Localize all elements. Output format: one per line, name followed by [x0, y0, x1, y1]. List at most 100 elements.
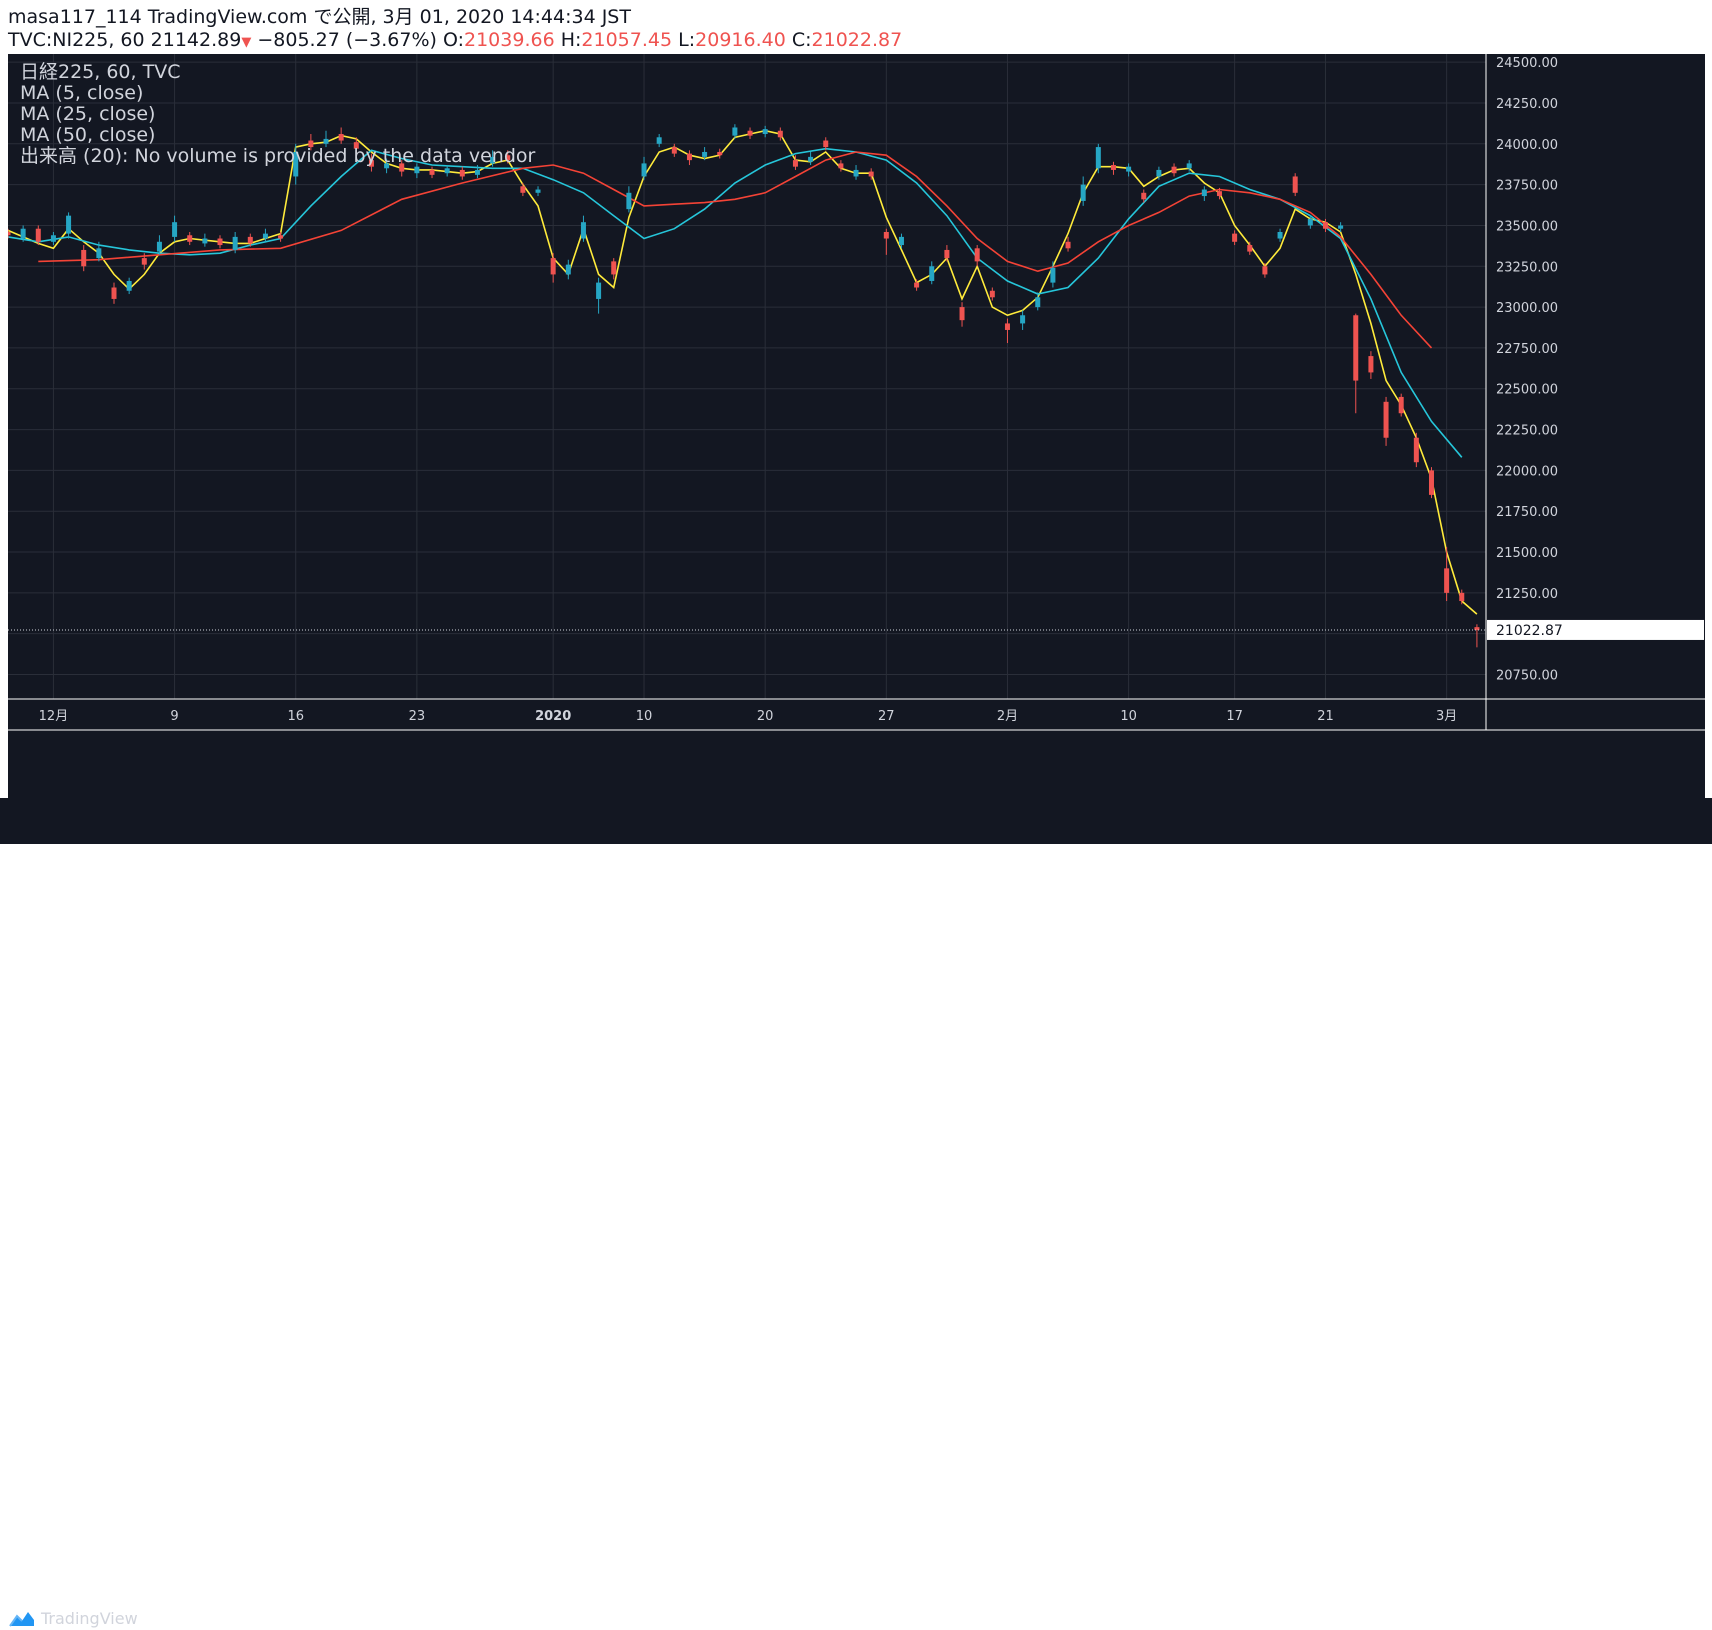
candle — [1186, 160, 1192, 172]
candle-body — [1398, 396, 1404, 414]
price-tick-label: 23750.00 — [1496, 179, 1558, 194]
candle-body — [1232, 233, 1238, 242]
candle-body — [732, 127, 738, 136]
candle — [1035, 292, 1041, 311]
time-axis-labels: 12月 9 16 23 2020 10 20 27 2月 10 17 21 3月 — [39, 709, 1458, 724]
candle-body — [1050, 267, 1056, 283]
candle — [702, 147, 708, 161]
candle-body — [959, 307, 965, 321]
candle — [262, 228, 268, 242]
tradingview-brand[interactable]: TradingView — [41, 1609, 138, 1628]
last-price-tag: 21022.87 — [1487, 619, 1704, 640]
candle — [989, 287, 995, 301]
open-value: 21039.66 — [464, 29, 555, 51]
price-tick-label: 24000.00 — [1496, 138, 1558, 153]
candle — [823, 137, 829, 151]
ohlc-summary: TVC:NI225, 60 21142.89▼ −805.27 (−3.67%)… — [8, 28, 902, 55]
candle — [898, 233, 904, 249]
candle — [1428, 467, 1434, 499]
candle — [1398, 393, 1404, 417]
candle — [1474, 624, 1480, 648]
candle-body — [777, 130, 783, 138]
candle-body — [853, 169, 859, 177]
tradingview-logo-icon[interactable] — [8, 1608, 36, 1630]
candle-body — [1338, 225, 1344, 229]
candle-body — [20, 228, 26, 239]
publish-info: masa117_114 TradingView.com で公開, 3月 01, … — [8, 6, 631, 28]
candle-body — [762, 129, 768, 135]
candle — [111, 282, 117, 304]
candle — [1413, 432, 1419, 468]
candle — [565, 259, 571, 280]
candle-body — [1383, 401, 1389, 438]
time-tick-label: 16 — [287, 709, 304, 724]
candle — [1383, 396, 1389, 446]
candlestick-chart[interactable]: 20750.0021000.0021250.0021500.0021750.00… — [5, 54, 1705, 798]
candle-body — [217, 238, 223, 246]
candle-body — [1444, 568, 1450, 593]
candle — [66, 212, 72, 239]
candle — [1095, 143, 1101, 174]
candle — [126, 277, 132, 295]
candle-body — [1262, 266, 1268, 275]
candle — [641, 156, 647, 180]
candle-body — [505, 155, 511, 161]
candle — [929, 261, 935, 285]
candle-body — [399, 163, 405, 172]
candle-body — [202, 238, 208, 244]
candle — [1322, 218, 1328, 232]
candle — [520, 183, 526, 197]
candle-body — [626, 192, 632, 210]
candle-body — [1095, 147, 1101, 169]
candle — [762, 125, 768, 138]
candle — [35, 225, 41, 246]
candle — [732, 124, 738, 139]
candle — [1368, 351, 1374, 379]
candle-body — [172, 222, 178, 237]
candle — [959, 302, 965, 327]
candle — [838, 160, 844, 172]
legend-volume: 出来高 (20): No volume is provided by the d… — [20, 145, 536, 167]
candle — [217, 235, 223, 249]
candle-body — [974, 248, 980, 262]
price-tick-label: 21250.00 — [1496, 587, 1558, 602]
candle — [868, 168, 874, 180]
candle — [1459, 589, 1465, 605]
candle — [5, 228, 11, 239]
chart-frame[interactable]: 20750.0021000.0021250.0021500.0021750.00… — [5, 54, 1705, 798]
time-tick-label: 10 — [636, 709, 653, 724]
price-change: −805.27 (−3.67%) — [257, 29, 437, 51]
candle-body — [944, 249, 950, 259]
candle-body — [384, 163, 390, 169]
candle — [611, 258, 617, 280]
candle — [308, 134, 314, 151]
last-price-tag-bg — [1487, 619, 1704, 640]
candle-body — [1020, 315, 1026, 324]
candle-body — [929, 266, 935, 281]
low-label: L: — [678, 29, 696, 51]
price-tick-label: 20750.00 — [1496, 669, 1558, 684]
candle — [96, 241, 102, 262]
candle — [338, 127, 344, 144]
candle-body — [989, 290, 995, 298]
candle-body — [686, 153, 692, 161]
candle-body — [1035, 297, 1041, 308]
candle-body — [883, 231, 889, 239]
candle — [1080, 176, 1086, 206]
close-label: C: — [791, 29, 812, 51]
candle-body — [81, 249, 87, 267]
candle-body — [1459, 592, 1465, 602]
candle-body — [293, 151, 299, 177]
open-label: O: — [442, 29, 464, 51]
candle — [596, 277, 602, 314]
footer: TradingView — [0, 798, 1712, 1628]
candle-body — [1247, 245, 1253, 252]
candle — [1065, 236, 1071, 252]
time-tick-label: 10 — [1120, 709, 1137, 724]
candles — [5, 124, 1480, 648]
candle-body — [5, 231, 11, 236]
candle — [656, 134, 662, 148]
candle-body — [914, 282, 920, 288]
candle-body — [262, 233, 268, 239]
candle-body — [474, 169, 480, 175]
